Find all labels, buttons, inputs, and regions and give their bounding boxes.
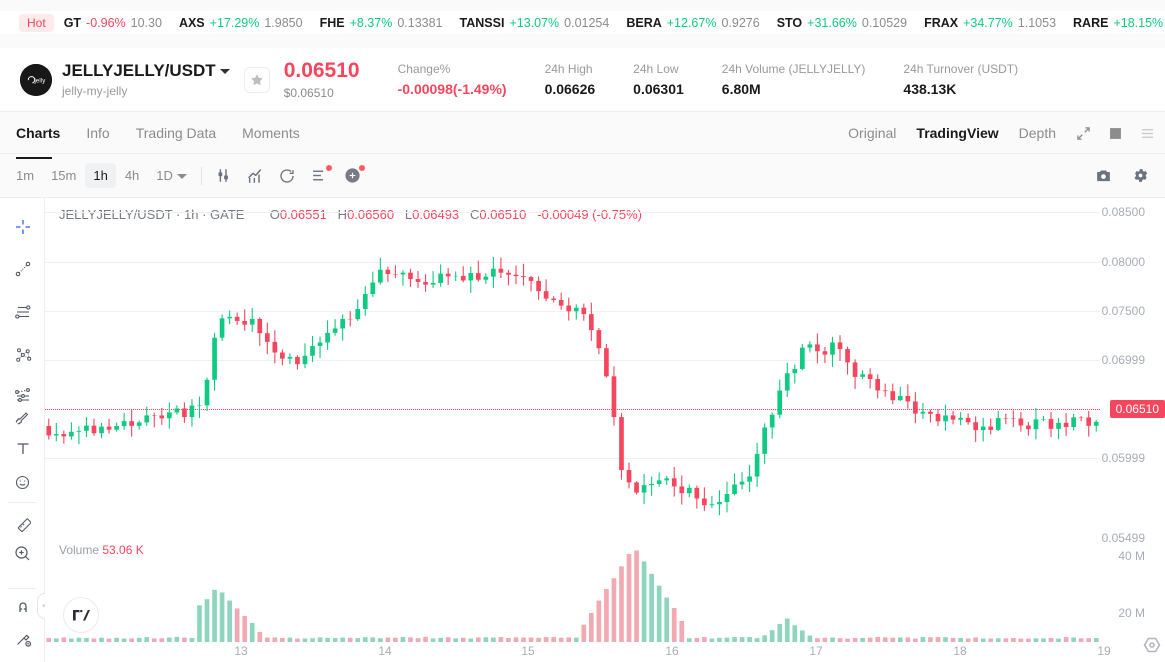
svg-text:jelly: jelly [34,78,46,84]
